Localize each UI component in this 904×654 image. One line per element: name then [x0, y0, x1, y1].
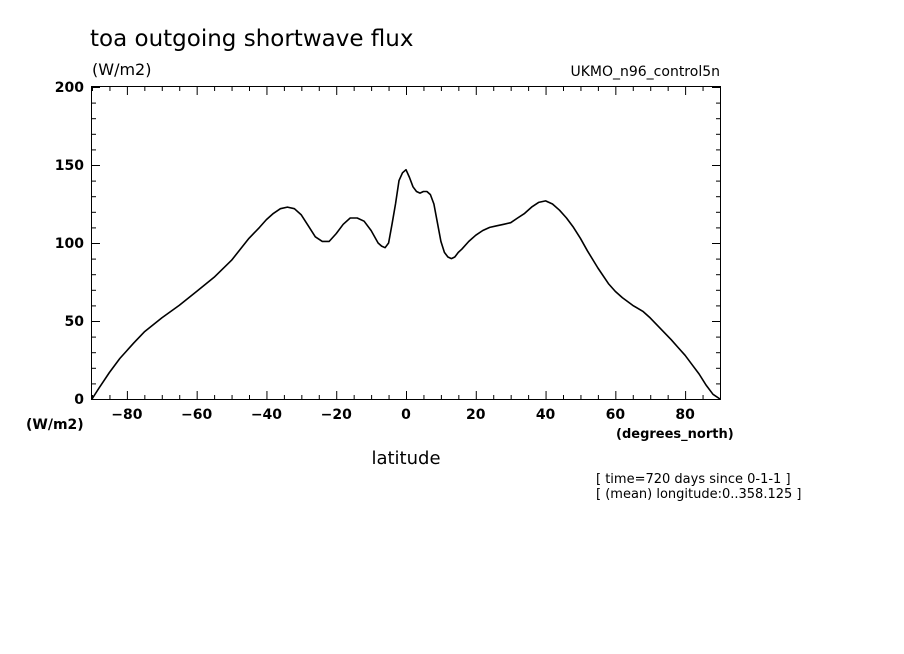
x-axis-units: (degrees_north) — [616, 427, 734, 442]
x-tick-labels: −80 −60 −40 −20 0 20 40 60 80 — [111, 407, 695, 423]
info-longitude: [ (mean) longitude:0..358.125 ] — [596, 487, 801, 502]
x-tick-label: −40 — [251, 407, 282, 423]
y-tick-label: 100 — [55, 236, 84, 252]
y-tick-label: 0 — [74, 392, 84, 408]
chart-title: toa outgoing shortwave flux — [90, 26, 413, 52]
x-tick-label: 40 — [536, 407, 556, 423]
y-tick-labels: 0 50 100 150 200 — [55, 80, 84, 408]
x-tick-label: 80 — [675, 407, 695, 423]
y-tick-label: 200 — [55, 80, 84, 96]
info-time: [ time=720 days since 0-1-1 ] — [596, 472, 791, 487]
x-tick-label: −80 — [111, 407, 142, 423]
series-line — [91, 168, 721, 400]
axis-ticks — [92, 87, 721, 400]
x-tick-label: −20 — [321, 407, 352, 423]
y-tick-label: 50 — [65, 314, 85, 330]
model-label: UKMO_n96_control5n — [570, 64, 720, 80]
x-tick-label: 20 — [466, 407, 486, 423]
x-tick-label: 0 — [401, 407, 411, 423]
x-axis-label: latitude — [371, 448, 440, 469]
y-axis-units: (W/m2) — [26, 417, 84, 433]
y-tick-label: 150 — [55, 158, 84, 174]
plot-frame — [91, 86, 721, 400]
title-units: (W/m2) — [92, 60, 151, 79]
x-tick-label: 60 — [606, 407, 626, 423]
x-tick-label: −60 — [181, 407, 212, 423]
